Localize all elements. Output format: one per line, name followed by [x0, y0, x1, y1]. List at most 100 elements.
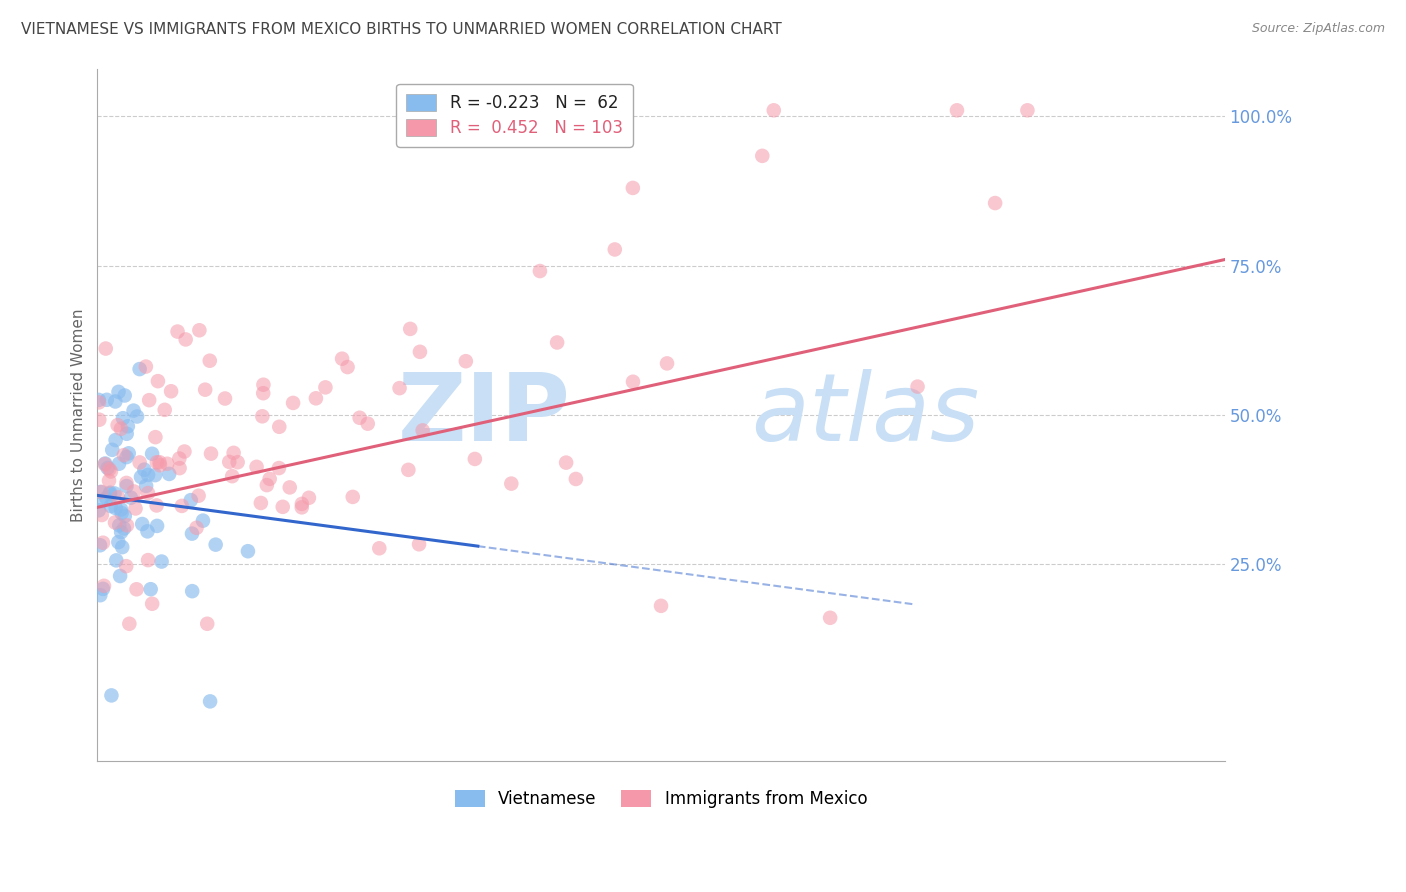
Point	[305, 392, 328, 406]
Point	[314, 380, 336, 394]
Point	[349, 410, 371, 425]
Point	[124, 501, 146, 516]
Point	[269, 419, 291, 434]
Point	[278, 480, 301, 494]
Point	[146, 519, 169, 533]
Point	[368, 541, 391, 556]
Point	[546, 335, 568, 350]
Point	[136, 486, 159, 500]
Point	[145, 430, 167, 444]
Point	[141, 447, 163, 461]
Point	[94, 457, 117, 471]
Point	[103, 486, 125, 500]
Point	[454, 354, 477, 368]
Point	[108, 518, 131, 533]
Point	[1017, 103, 1039, 118]
Point	[194, 383, 217, 397]
Point	[218, 455, 240, 469]
Point	[170, 499, 193, 513]
Point	[115, 479, 138, 493]
Point	[226, 455, 249, 469]
Point	[984, 196, 1007, 211]
Point	[818, 611, 841, 625]
Point	[148, 455, 170, 469]
Point	[156, 457, 179, 471]
Point	[267, 461, 290, 475]
Point	[89, 538, 111, 552]
Point	[107, 491, 129, 505]
Point	[97, 461, 120, 475]
Point	[214, 392, 236, 406]
Point	[87, 395, 110, 409]
Point	[122, 484, 145, 499]
Point	[603, 243, 626, 257]
Point	[146, 455, 169, 469]
Point	[501, 476, 523, 491]
Point	[90, 494, 112, 508]
Point	[330, 351, 353, 366]
Point	[298, 491, 321, 505]
Point	[135, 479, 157, 493]
Point	[250, 496, 273, 510]
Point	[115, 518, 138, 533]
Point	[100, 465, 122, 479]
Point	[169, 461, 191, 475]
Point	[104, 501, 127, 516]
Point	[98, 487, 121, 501]
Point	[146, 374, 169, 388]
Point	[357, 417, 380, 431]
Point	[125, 582, 148, 597]
Point	[621, 181, 644, 195]
Point	[252, 386, 274, 401]
Point	[150, 555, 173, 569]
Point	[388, 381, 411, 395]
Point	[139, 582, 162, 597]
Point	[186, 521, 208, 535]
Point	[245, 459, 267, 474]
Point	[112, 521, 135, 535]
Point	[96, 392, 118, 407]
Point	[153, 402, 176, 417]
Point	[98, 474, 121, 488]
Point	[946, 103, 969, 118]
Point	[87, 392, 110, 407]
Point	[173, 444, 195, 458]
Point	[181, 526, 204, 541]
Point	[650, 599, 672, 613]
Point	[100, 689, 122, 703]
Point	[101, 442, 124, 457]
Point	[141, 597, 163, 611]
Point	[87, 503, 110, 517]
Point	[907, 379, 929, 393]
Point	[90, 508, 112, 522]
Point	[118, 446, 141, 460]
Point	[107, 384, 129, 399]
Point	[110, 502, 132, 516]
Point	[115, 475, 138, 490]
Point	[98, 462, 121, 476]
Point	[252, 377, 274, 392]
Point	[198, 353, 221, 368]
Point	[342, 490, 364, 504]
Point	[222, 446, 245, 460]
Point	[195, 616, 218, 631]
Point	[259, 472, 281, 486]
Point	[110, 506, 132, 520]
Point	[129, 470, 152, 484]
Point	[236, 544, 259, 558]
Point	[111, 540, 134, 554]
Point	[136, 524, 159, 539]
Point	[145, 499, 167, 513]
Point	[94, 342, 117, 356]
Point	[409, 344, 432, 359]
Point	[131, 516, 153, 531]
Point	[96, 491, 118, 506]
Point	[169, 451, 191, 466]
Point	[157, 467, 180, 481]
Point	[114, 508, 136, 523]
Point	[181, 584, 204, 599]
Point	[396, 463, 419, 477]
Point	[135, 359, 157, 374]
Point	[138, 393, 160, 408]
Point	[221, 469, 243, 483]
